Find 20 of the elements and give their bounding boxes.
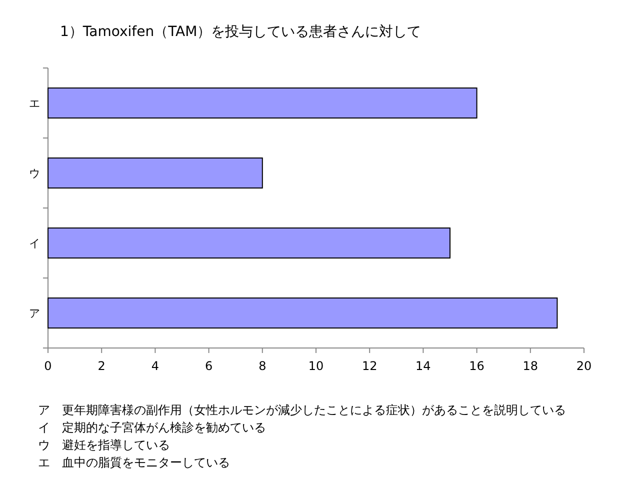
x-tick-label: 4 [151, 359, 160, 373]
x-tick-label: 6 [204, 359, 213, 373]
x-tick-label: 0 [44, 359, 52, 373]
x-tick-label: 8 [258, 359, 266, 373]
x-tick-label: 18 [522, 359, 538, 373]
x-tick-label: 2 [98, 359, 106, 373]
text: イ 定期的な子宮体がん検診を勧めている [38, 420, 266, 434]
text: エ 血中の脂質をモニターしている [38, 456, 230, 470]
y-tick-label: ウ [29, 167, 40, 180]
chart-title: 1）Tamoxifen（TAM）を投与している患者さんに対して [60, 24, 422, 40]
y-tick-label: ア [29, 307, 40, 320]
x-tick-label: 20 [576, 359, 592, 373]
y-tick-label: エ [29, 97, 40, 110]
x-tick-label: 14 [416, 359, 431, 373]
x-tick-label: 12 [362, 359, 378, 373]
text: ウ 避妊を指導している [38, 438, 170, 452]
x-tick-label: 10 [308, 359, 324, 373]
text: ア 更年期障害様の副作用（女性ホルモンが減少したことによる症状）があることを説明している [38, 403, 566, 417]
x-tick-label: 16 [469, 359, 484, 373]
y-tick-label: イ [29, 237, 40, 250]
